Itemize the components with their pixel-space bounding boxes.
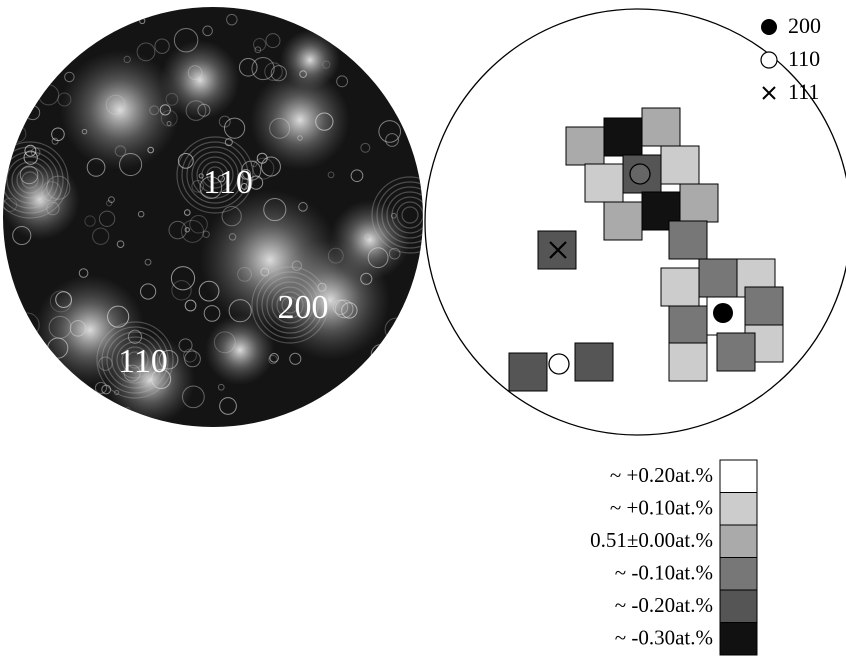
ring — [270, 11, 274, 15]
figure: 110 200 110 200 110 111 ~ +0.20at.%~ +0.… — [0, 0, 846, 664]
concentration-cell — [509, 353, 547, 391]
legend-label: 200 — [788, 13, 821, 38]
pole-110 — [549, 354, 569, 374]
ring — [3, 393, 19, 409]
pole-label: 110 — [203, 164, 253, 201]
micrograph: 110 200 110 — [0, 1, 448, 427]
pole-label: 200 — [278, 289, 329, 326]
color-scale: ~ +0.20at.% ~ +0.10at.% 0.51±0.00at.% ~ -0.… — [590, 460, 757, 655]
concentration-cell — [669, 343, 707, 381]
ring — [66, 1, 87, 22]
concentration-cell — [717, 333, 755, 371]
scale-swatch — [720, 460, 757, 493]
legend-symbol — [761, 52, 777, 68]
ring — [359, 383, 371, 395]
ring — [11, 63, 29, 81]
concentration-cell — [699, 259, 737, 297]
legend-symbol — [761, 19, 777, 35]
concentration-cell — [669, 221, 707, 259]
pole-110 — [630, 164, 650, 184]
pole-label: 110 — [118, 343, 168, 380]
ring — [39, 64, 46, 71]
ring — [72, 398, 85, 411]
scale-label: ~ -0.10at.% — [615, 560, 713, 584]
scale-swatch — [720, 590, 757, 623]
ring — [69, 19, 92, 42]
scale-swatch — [720, 623, 757, 656]
scale-swatch — [720, 558, 757, 591]
concentration-cell — [669, 306, 707, 344]
legend-label: 111 — [788, 79, 819, 104]
scale-label: ~ -0.20at.% — [615, 593, 713, 617]
ring — [289, 13, 296, 20]
concentration-cell — [604, 118, 642, 156]
ring — [75, 22, 81, 28]
concentration-cell — [642, 108, 680, 146]
squares — [509, 108, 783, 391]
scale-swatch — [720, 493, 757, 526]
bright-region — [280, 30, 340, 90]
scale-swatch — [720, 525, 757, 558]
legend: 200 110 111 — [761, 13, 821, 104]
pole-200 — [713, 303, 733, 323]
concentration-cell — [661, 268, 699, 306]
scale-label: 0.51±0.00at.% — [590, 528, 713, 552]
concentration-cell — [745, 287, 783, 325]
concentration-cell — [604, 202, 642, 240]
ring — [385, 6, 395, 16]
concentration-cell — [680, 184, 718, 222]
ring — [399, 9, 405, 15]
concentration-map — [425, 9, 846, 435]
legend-symbol — [763, 87, 775, 99]
scale-label: ~ +0.10at.% — [610, 495, 713, 519]
ring — [393, 363, 402, 372]
ring — [389, 33, 410, 54]
concentration-cell — [661, 146, 699, 184]
micrograph-texture — [0, 1, 448, 425]
concentration-cell — [575, 343, 613, 381]
concentration-cell — [585, 164, 623, 202]
ring — [396, 399, 405, 408]
scale-label: ~ -0.30at.% — [615, 625, 713, 649]
ring — [38, 360, 44, 366]
ring — [12, 105, 18, 111]
ring — [54, 6, 73, 25]
bright-region — [160, 40, 240, 120]
ring — [340, 386, 352, 398]
ring — [332, 394, 351, 413]
legend-label: 110 — [788, 46, 820, 71]
scale-label: ~ +0.20at.% — [610, 463, 713, 487]
ring — [371, 345, 390, 364]
concentration-cell — [566, 127, 604, 165]
ring — [35, 72, 41, 78]
ring — [274, 7, 282, 15]
